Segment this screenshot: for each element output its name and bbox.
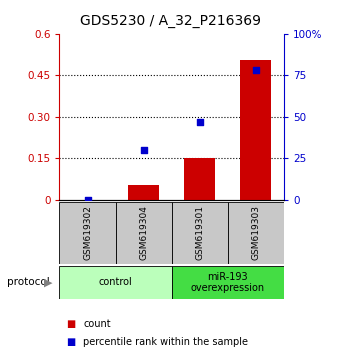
Text: miR-193
overexpression: miR-193 overexpression xyxy=(191,272,265,293)
Text: GSM619304: GSM619304 xyxy=(139,205,148,260)
Text: percentile rank within the sample: percentile rank within the sample xyxy=(83,337,248,347)
Text: control: control xyxy=(99,277,133,287)
Point xyxy=(197,119,202,125)
Bar xyxy=(59,266,172,299)
Bar xyxy=(172,202,228,264)
Bar xyxy=(128,185,159,200)
Text: ■: ■ xyxy=(66,319,75,329)
Text: GSM619301: GSM619301 xyxy=(195,205,204,260)
Bar xyxy=(116,202,172,264)
Text: ■: ■ xyxy=(66,337,75,347)
Text: count: count xyxy=(83,319,111,329)
Text: ▶: ▶ xyxy=(44,277,53,287)
Text: GSM619303: GSM619303 xyxy=(251,205,260,260)
Text: protocol: protocol xyxy=(7,277,50,287)
Point xyxy=(85,197,90,203)
Point xyxy=(253,67,258,73)
Bar xyxy=(228,202,284,264)
Bar xyxy=(184,159,215,200)
Point xyxy=(141,147,146,153)
Bar xyxy=(240,60,271,200)
Bar xyxy=(172,266,284,299)
Text: GSM619302: GSM619302 xyxy=(83,205,92,260)
Text: GDS5230 / A_32_P216369: GDS5230 / A_32_P216369 xyxy=(80,14,260,28)
Bar xyxy=(59,202,116,264)
